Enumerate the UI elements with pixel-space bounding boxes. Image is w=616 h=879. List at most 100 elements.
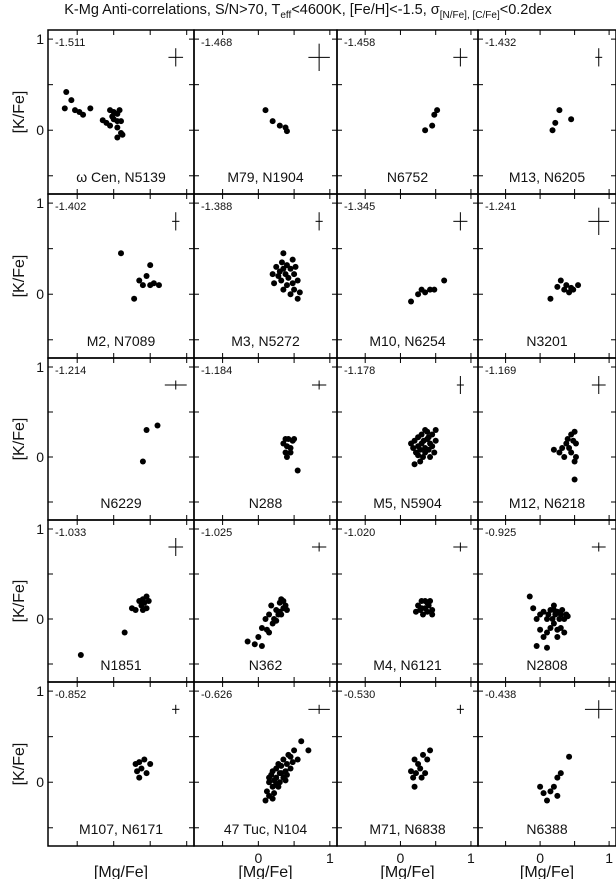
panel-value: -1.458 [344, 37, 375, 49]
panel-label: M5, N5904 [373, 495, 442, 511]
data-point [418, 774, 425, 781]
data-point [547, 788, 554, 795]
x-tick-label: 0 [397, 850, 405, 866]
data-point [566, 753, 573, 760]
data-point [294, 756, 301, 763]
data-point [280, 756, 287, 763]
panel-value: -1.241 [485, 201, 516, 213]
data-point [564, 613, 571, 620]
data-point [109, 113, 116, 120]
data-point [533, 616, 540, 622]
data-point [263, 788, 270, 795]
panel-value: -1.033 [55, 527, 86, 539]
data-point [526, 593, 533, 600]
data-point [143, 770, 150, 777]
data-point [411, 756, 418, 763]
y-axis-label: [K/Fe] [11, 743, 28, 786]
data-point [271, 280, 278, 287]
panel-value: -1.511 [55, 37, 85, 49]
x-tick-label: 1 [326, 850, 334, 866]
data-point [273, 617, 280, 624]
data-point [282, 449, 289, 456]
data-point [422, 127, 429, 134]
panel-label: M13, N6205 [509, 169, 585, 185]
data-point [537, 783, 544, 790]
data-point [68, 97, 75, 104]
data-point [80, 111, 87, 118]
data-point [147, 761, 154, 767]
data-point [143, 593, 150, 600]
data-point [244, 638, 251, 645]
data-point [287, 449, 294, 456]
panel-label: N1851 [100, 657, 141, 673]
panel-label: M107, N6171 [79, 821, 163, 837]
data-point [278, 611, 285, 618]
data-point [154, 422, 161, 429]
data-point [563, 440, 570, 447]
data-point [139, 282, 146, 289]
data-point [429, 607, 436, 613]
x-tick-label: 0 [536, 850, 544, 866]
data-point [251, 641, 258, 648]
data-point [147, 262, 154, 269]
data-point [273, 263, 280, 270]
data-point [563, 282, 570, 289]
data-point [554, 283, 561, 290]
data-point [431, 286, 438, 293]
data-point [278, 277, 285, 284]
data-point [262, 797, 269, 804]
data-point [432, 427, 439, 433]
panel-value: -1.169 [485, 365, 516, 377]
data-point [572, 440, 579, 447]
data-point [289, 280, 296, 287]
data-point [143, 427, 150, 433]
data-point [556, 616, 563, 622]
data-point [557, 277, 564, 284]
panel-label: M4, N6121 [373, 657, 442, 673]
data-point [410, 445, 417, 451]
data-point [441, 277, 448, 284]
data-point [266, 629, 273, 636]
panel-label: N2808 [526, 657, 567, 673]
data-point [266, 611, 273, 618]
y-tick-label: 0 [36, 286, 44, 302]
data-point [429, 122, 436, 129]
data-point [121, 629, 128, 636]
data-point [544, 797, 550, 804]
x-tick-label: 1 [605, 850, 613, 866]
data-point [145, 598, 152, 604]
data-point [262, 616, 269, 622]
data-point [418, 431, 425, 438]
data-point [547, 625, 554, 631]
data-point [280, 250, 287, 257]
data-point [131, 295, 138, 302]
data-point [282, 777, 289, 784]
data-point [291, 286, 298, 293]
data-point [575, 282, 582, 289]
data-point [549, 127, 556, 134]
panel-label: M10, N6254 [369, 333, 445, 349]
data-point [298, 738, 305, 745]
data-point [114, 124, 121, 131]
x-tick-label: 0 [254, 850, 262, 866]
x-axis-label: [Mg/Fe] [520, 864, 574, 879]
data-point [276, 122, 283, 129]
data-point [283, 282, 290, 289]
y-tick-label: 1 [36, 195, 44, 211]
panel-label: N288 [249, 495, 283, 511]
panel-label: M79, N1904 [227, 169, 303, 185]
data-point [283, 454, 290, 460]
data-point [282, 602, 289, 609]
data-point [410, 774, 417, 781]
y-tick-label: 0 [36, 449, 44, 465]
data-point [552, 119, 559, 126]
data-point [427, 286, 434, 293]
data-point [287, 265, 294, 272]
panel-label: ω Cen, N5139 [76, 169, 166, 185]
chart-title: K-Mg Anti-correlations, S/N>70, Teff<460… [64, 2, 552, 21]
panel-value: -0.925 [485, 527, 516, 539]
data-point [114, 134, 121, 141]
data-point [540, 790, 547, 797]
data-point [545, 611, 552, 618]
data-point [557, 611, 564, 618]
